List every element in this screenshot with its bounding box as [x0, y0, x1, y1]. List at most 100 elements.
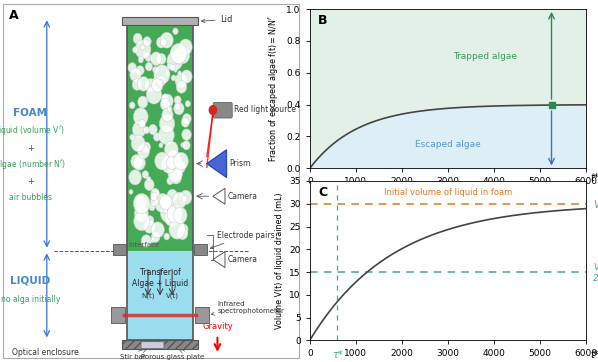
- Circle shape: [175, 73, 187, 88]
- Circle shape: [176, 80, 187, 93]
- Circle shape: [175, 161, 185, 173]
- Circle shape: [133, 47, 138, 53]
- Circle shape: [173, 28, 178, 34]
- Text: N(t): N(t): [141, 292, 155, 299]
- Circle shape: [133, 33, 142, 44]
- Text: C: C: [318, 186, 327, 199]
- Circle shape: [133, 155, 145, 170]
- Circle shape: [173, 68, 178, 72]
- Text: Escaped algae: Escaped algae: [415, 140, 481, 149]
- Text: Interface: Interface: [129, 241, 160, 248]
- Circle shape: [129, 170, 142, 185]
- Circle shape: [143, 37, 151, 46]
- Circle shape: [175, 103, 181, 110]
- Circle shape: [185, 101, 190, 107]
- Circle shape: [144, 126, 150, 134]
- Circle shape: [161, 156, 176, 173]
- Text: Algae + Liquid: Algae + Liquid: [132, 279, 188, 288]
- Circle shape: [173, 102, 184, 115]
- Circle shape: [132, 121, 146, 138]
- Text: Transfer of: Transfer of: [140, 268, 181, 277]
- Polygon shape: [213, 252, 225, 268]
- Circle shape: [129, 102, 135, 109]
- Text: Optical enclosure: Optical enclosure: [12, 349, 79, 357]
- Circle shape: [148, 125, 157, 135]
- Circle shape: [141, 45, 145, 50]
- FancyBboxPatch shape: [213, 102, 232, 118]
- Text: Camera: Camera: [228, 192, 258, 201]
- Circle shape: [145, 79, 156, 92]
- Circle shape: [152, 66, 158, 73]
- Circle shape: [164, 141, 178, 157]
- Text: Camera: Camera: [228, 255, 258, 264]
- Circle shape: [144, 179, 154, 191]
- Circle shape: [130, 68, 141, 81]
- Circle shape: [158, 126, 174, 144]
- Circle shape: [144, 220, 155, 233]
- Text: Red light source: Red light source: [234, 105, 296, 114]
- Circle shape: [146, 216, 154, 226]
- Circle shape: [147, 85, 161, 104]
- Circle shape: [168, 165, 182, 182]
- FancyBboxPatch shape: [112, 244, 126, 255]
- Text: Stir bar: Stir bar: [120, 354, 146, 360]
- Text: Electrode pairs: Electrode pairs: [210, 231, 275, 249]
- Circle shape: [145, 54, 152, 62]
- Circle shape: [181, 117, 190, 127]
- Text: +: +: [27, 177, 33, 186]
- Circle shape: [150, 197, 158, 206]
- Y-axis label: Fraction of escaped algae f(t)= N/N$^f$: Fraction of escaped algae f(t)= N/N$^f$: [266, 15, 281, 162]
- Circle shape: [128, 63, 136, 73]
- Circle shape: [157, 53, 166, 64]
- Text: Infrared
spectrophotometer: Infrared spectrophotometer: [211, 301, 284, 315]
- Circle shape: [166, 151, 181, 168]
- Circle shape: [170, 43, 187, 64]
- Circle shape: [136, 66, 144, 75]
- Circle shape: [166, 156, 178, 169]
- Circle shape: [167, 189, 178, 202]
- Text: Prism: Prism: [230, 159, 251, 168]
- Circle shape: [160, 195, 172, 210]
- Circle shape: [161, 94, 169, 104]
- Circle shape: [155, 152, 170, 170]
- Circle shape: [160, 204, 176, 223]
- Circle shape: [150, 238, 154, 243]
- Circle shape: [170, 170, 182, 184]
- Circle shape: [167, 177, 173, 185]
- Circle shape: [171, 75, 176, 81]
- Circle shape: [139, 119, 145, 128]
- Circle shape: [133, 108, 148, 126]
- Bar: [127, 25, 193, 340]
- Bar: [123, 17, 198, 25]
- Circle shape: [170, 64, 175, 71]
- Y-axis label: Volume V(t) of liquid drained (mL): Volume V(t) of liquid drained (mL): [274, 192, 283, 329]
- Circle shape: [161, 197, 173, 211]
- Circle shape: [144, 52, 149, 59]
- Circle shape: [152, 78, 157, 83]
- Circle shape: [151, 79, 163, 92]
- Circle shape: [145, 62, 152, 71]
- Circle shape: [157, 37, 166, 48]
- Circle shape: [181, 70, 192, 83]
- Circle shape: [130, 134, 135, 140]
- Circle shape: [138, 144, 150, 159]
- Circle shape: [174, 96, 181, 104]
- Circle shape: [132, 79, 142, 90]
- Circle shape: [134, 212, 150, 231]
- Polygon shape: [207, 150, 227, 177]
- Circle shape: [142, 142, 151, 152]
- Circle shape: [154, 191, 159, 198]
- Bar: [127, 251, 193, 340]
- Text: algae (number N$^f$): algae (number N$^f$): [0, 158, 66, 172]
- Circle shape: [178, 71, 181, 75]
- Circle shape: [181, 195, 187, 203]
- Circle shape: [167, 205, 182, 223]
- Circle shape: [154, 65, 170, 84]
- Circle shape: [167, 63, 172, 70]
- Circle shape: [160, 98, 170, 110]
- Circle shape: [135, 40, 151, 59]
- Circle shape: [164, 233, 170, 240]
- Circle shape: [159, 114, 175, 133]
- Circle shape: [167, 51, 183, 70]
- Text: τ*: τ*: [332, 350, 343, 359]
